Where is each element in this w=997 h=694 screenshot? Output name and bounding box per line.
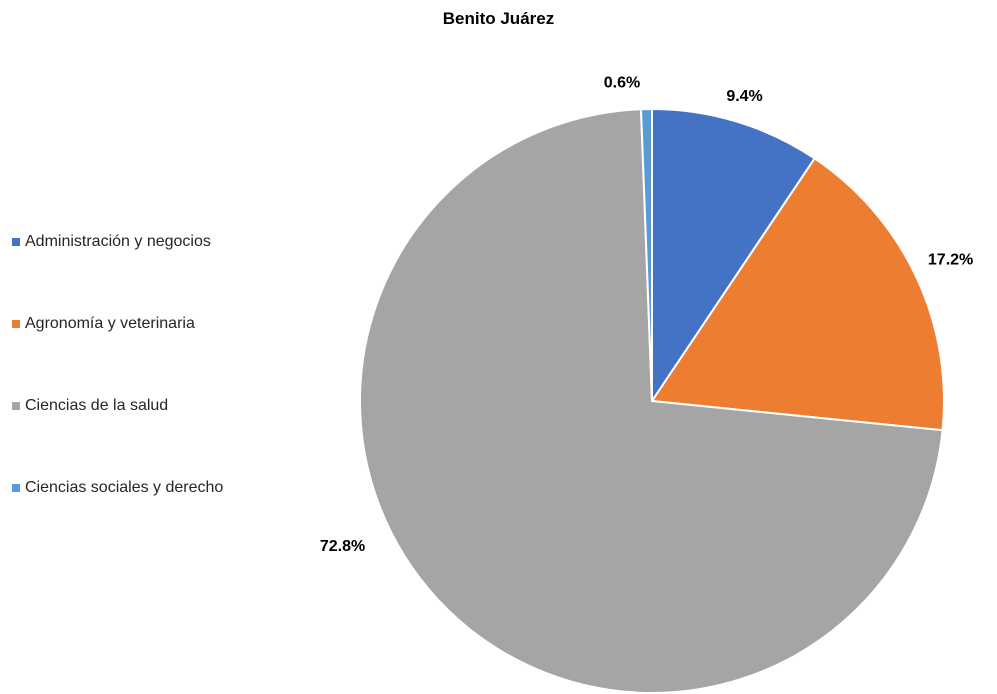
legend-item-agronomia-y-veterinaria: Agronomía y veterinaria: [12, 312, 223, 336]
legend-item-ciencias-sociales-y-derecho: Ciencias sociales y derecho: [12, 476, 223, 500]
data-label-ciencias-sociales-y-derecho: 0.6%: [604, 74, 640, 91]
data-label-agronomia-y-veterinaria: 17.2%: [928, 252, 973, 269]
legend-item-ciencias-de-la-salud: Ciencias de la salud: [12, 394, 223, 418]
legend-swatch: [12, 484, 20, 492]
legend-swatch: [12, 238, 20, 246]
pie-slice-ciencias-de-la-salud: [359, 108, 944, 694]
legend-label: Agronomía y veterinaria: [25, 315, 195, 332]
data-label-administracion-y-negocios: 9.4%: [726, 88, 762, 105]
legend: Administración y negocios Agronomía y vet…: [12, 230, 223, 558]
legend-swatch: [12, 402, 20, 410]
data-label-ciencias-de-la-salud: 72.8%: [320, 538, 365, 555]
pie-slice-ciencias-sociales-y-derecho: [639, 107, 653, 402]
legend-swatch: [12, 320, 20, 328]
legend-label: Ciencias de la salud: [25, 397, 169, 414]
legend-label: Ciencias sociales y derecho: [25, 479, 224, 496]
legend-label: Administración y negocios: [25, 233, 211, 250]
pie-slice-agronomia-y-veterinaria: [650, 157, 945, 432]
legend-item-administracion-y-negocios: Administración y negocios: [12, 230, 223, 254]
chart-title: Benito Juárez: [442, 9, 555, 28]
pie-slice-administracion-y-negocios: [651, 107, 816, 405]
